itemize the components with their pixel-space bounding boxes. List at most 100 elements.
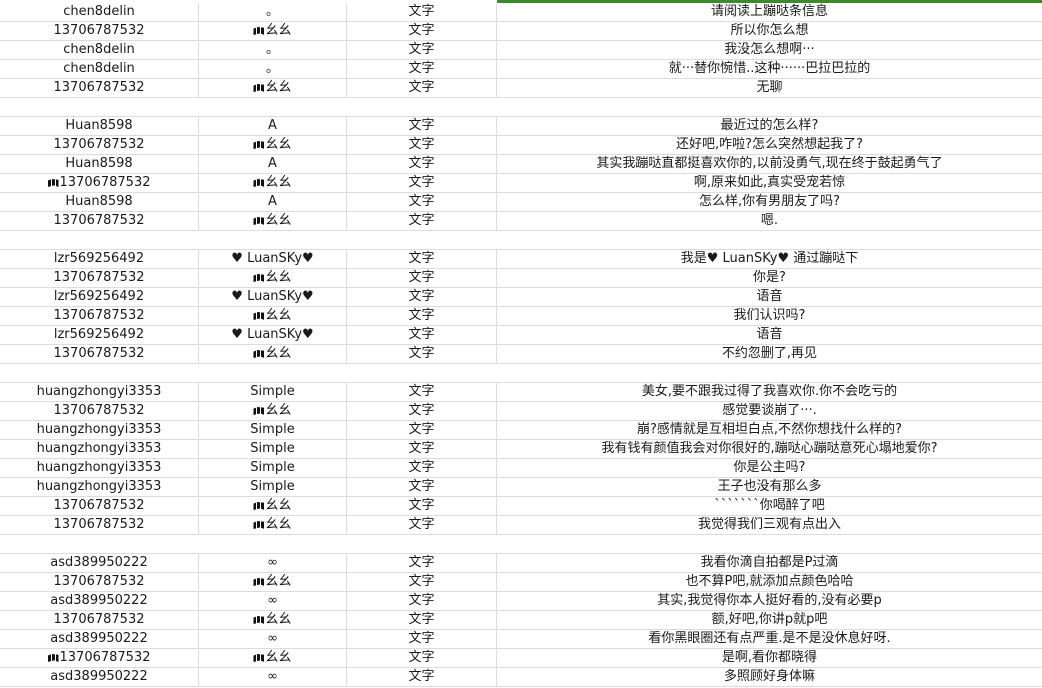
cell-user-id[interactable]: asd389950222 — [0, 592, 199, 610]
cell-message[interactable]: 怎么样,你有男朋友了吗? — [497, 193, 1042, 211]
cell-nickname[interactable]: 。 — [199, 41, 347, 59]
cell-message[interactable]: 就···替你惋惜..这种······巴拉巴拉的 — [497, 60, 1042, 78]
cell-message-type[interactable]: 文字 — [347, 478, 497, 496]
cell-message[interactable]: 我有钱有颜值我会对你很好的,蹦哒心蹦哒意死心塌地爱你? — [497, 440, 1042, 458]
cell-user-id[interactable]: lzr569256492 — [0, 250, 199, 268]
cell-message[interactable]: 不约忽删了,再见 — [497, 345, 1042, 363]
cell-nickname[interactable] — [199, 535, 347, 553]
cell-nickname[interactable]: 幺幺 — [199, 174, 347, 192]
cell-message[interactable]: 啊,原来如此,真实受宠若惊 — [497, 174, 1042, 192]
cell-message-type[interactable]: 文字 — [347, 136, 497, 154]
cell-nickname[interactable]: 。 — [199, 3, 347, 21]
cell-user-id[interactable]: Huan8598 — [0, 117, 199, 135]
cell-message[interactable]: 你是? — [497, 269, 1042, 287]
cell-nickname[interactable]: ♥ LuanSKy♥ — [199, 326, 347, 344]
cell-nickname[interactable]: Simple — [199, 421, 347, 439]
cell-user-id[interactable] — [0, 535, 199, 553]
cell-nickname[interactable] — [199, 98, 347, 116]
cell-message[interactable]: ```````你喝醉了吧 — [497, 497, 1042, 515]
cell-nickname[interactable]: 幺幺 — [199, 22, 347, 40]
cell-message[interactable]: 感觉要谈崩了···. — [497, 402, 1042, 420]
cell-message[interactable] — [497, 364, 1042, 382]
cell-message[interactable]: 所以你怎么想 — [497, 22, 1042, 40]
cell-message[interactable] — [497, 231, 1042, 249]
cell-nickname[interactable]: Simple — [199, 459, 347, 477]
cell-message-type[interactable]: 文字 — [347, 592, 497, 610]
cell-message[interactable]: 是啊,看你都晓得 — [497, 649, 1042, 667]
cell-message[interactable]: 请阅读上蹦哒条信息 — [497, 3, 1042, 21]
cell-user-id[interactable]: huangzhongyi3353 — [0, 421, 199, 439]
cell-user-id[interactable]: 13706787532 — [0, 345, 199, 363]
cell-message-type[interactable] — [347, 98, 497, 116]
cell-message[interactable]: 你是公主吗? — [497, 459, 1042, 477]
cell-message[interactable]: 多照顾好身体嘛 — [497, 668, 1042, 686]
cell-user-id[interactable] — [0, 98, 199, 116]
cell-user-id[interactable]: huangzhongyi3353 — [0, 478, 199, 496]
cell-nickname[interactable]: 幺幺 — [199, 269, 347, 287]
cell-message-type[interactable]: 文字 — [347, 326, 497, 344]
cell-nickname[interactable]: 幺幺 — [199, 345, 347, 363]
cell-message-type[interactable]: 文字 — [347, 573, 497, 591]
cell-nickname[interactable]: Simple — [199, 440, 347, 458]
cell-nickname[interactable]: 幺幺 — [199, 79, 347, 97]
cell-user-id[interactable]: 13706787532 — [0, 269, 199, 287]
cell-message-type[interactable]: 文字 — [347, 630, 497, 648]
cell-message[interactable]: 美女,要不跟我过得了我喜欢你.你不会吃亏的 — [497, 383, 1042, 401]
cell-nickname[interactable]: ♥ LuanSKy♥ — [199, 288, 347, 306]
cell-nickname[interactable] — [199, 364, 347, 382]
cell-nickname[interactable]: 幺幺 — [199, 307, 347, 325]
cell-user-id[interactable]: Huan8598 — [0, 155, 199, 173]
cell-nickname[interactable]: ∞ — [199, 554, 347, 572]
cell-nickname[interactable]: 幺幺 — [199, 516, 347, 534]
cell-nickname[interactable]: 幺幺 — [199, 212, 347, 230]
cell-message[interactable]: 其实,我觉得你本人挺好看的,没有必要p — [497, 592, 1042, 610]
cell-user-id[interactable]: asd389950222 — [0, 554, 199, 572]
cell-message[interactable]: 我看你滴自拍都是P过滴 — [497, 554, 1042, 572]
cell-message-type[interactable]: 文字 — [347, 459, 497, 477]
cell-nickname[interactable]: A — [199, 155, 347, 173]
cell-message-type[interactable]: 文字 — [347, 288, 497, 306]
cell-nickname[interactable]: 幺幺 — [199, 402, 347, 420]
cell-nickname[interactable]: 幺幺 — [199, 573, 347, 591]
cell-message-type[interactable]: 文字 — [347, 3, 497, 21]
cell-user-id[interactable]: chen8delin — [0, 3, 199, 21]
cell-user-id[interactable]: Huan8598 — [0, 193, 199, 211]
cell-user-id[interactable]: 13706787532 — [0, 497, 199, 515]
cell-user-id[interactable]: huangzhongyi3353 — [0, 440, 199, 458]
cell-user-id[interactable]: 13706787532 — [0, 611, 199, 629]
cell-user-id[interactable]: 13706787532 — [0, 212, 199, 230]
cell-message[interactable]: 我觉得我们三观有点出入 — [497, 516, 1042, 534]
cell-message[interactable]: 崩?感情就是互相坦白点,不然你想找什么样的? — [497, 421, 1042, 439]
cell-message[interactable]: 我没怎么想啊··· — [497, 41, 1042, 59]
cell-message-type[interactable]: 文字 — [347, 345, 497, 363]
cell-nickname[interactable]: 幺幺 — [199, 497, 347, 515]
cell-message[interactable] — [497, 535, 1042, 553]
cell-user-id[interactable] — [0, 231, 199, 249]
cell-message-type[interactable]: 文字 — [347, 269, 497, 287]
cell-message[interactable]: 无聊 — [497, 79, 1042, 97]
cell-message[interactable] — [497, 98, 1042, 116]
cell-message[interactable]: 额,好吧,你讲p就p吧 — [497, 611, 1042, 629]
cell-message-type[interactable]: 文字 — [347, 117, 497, 135]
cell-nickname[interactable]: 幺幺 — [199, 611, 347, 629]
cell-nickname[interactable]: A — [199, 193, 347, 211]
cell-message[interactable]: 语音 — [497, 288, 1042, 306]
cell-user-id[interactable]: huangzhongyi3353 — [0, 459, 199, 477]
cell-user-id[interactable]: 13706787532 — [0, 649, 199, 667]
cell-message[interactable]: 还好吧,咋啦?怎么突然想起我了? — [497, 136, 1042, 154]
cell-message-type[interactable]: 文字 — [347, 516, 497, 534]
cell-message-type[interactable]: 文字 — [347, 668, 497, 686]
cell-nickname[interactable]: Simple — [199, 383, 347, 401]
cell-message[interactable]: 其实我蹦哒直都挺喜欢你的,以前没勇气,现在终于鼓起勇气了 — [497, 155, 1042, 173]
cell-user-id[interactable] — [0, 364, 199, 382]
cell-user-id[interactable]: asd389950222 — [0, 630, 199, 648]
cell-message-type[interactable]: 文字 — [347, 421, 497, 439]
cell-message-type[interactable]: 文字 — [347, 212, 497, 230]
cell-message-type[interactable]: 文字 — [347, 60, 497, 78]
cell-nickname[interactable]: 幺幺 — [199, 649, 347, 667]
cell-message-type[interactable]: 文字 — [347, 611, 497, 629]
cell-message-type[interactable]: 文字 — [347, 402, 497, 420]
cell-nickname[interactable]: 幺幺 — [199, 136, 347, 154]
cell-user-id[interactable]: 13706787532 — [0, 136, 199, 154]
cell-message-type[interactable] — [347, 364, 497, 382]
